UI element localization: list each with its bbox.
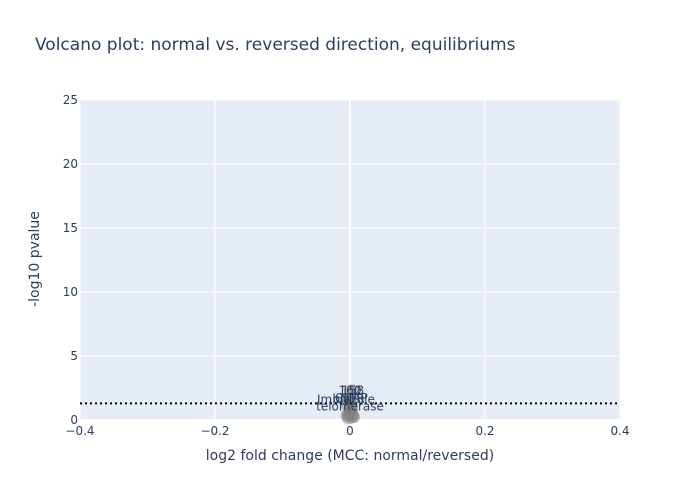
x-tick-label: −0.4 xyxy=(65,424,94,438)
data-point xyxy=(347,410,360,423)
data-point xyxy=(345,411,358,424)
y-tick-label: 20 xyxy=(63,157,78,171)
x-tick-label: −0.2 xyxy=(200,424,229,438)
x-tick-label: 0 xyxy=(346,424,354,438)
y-tick-label: 15 xyxy=(63,221,78,235)
x-axis-title: log2 fold change (MCC: normal/reversed) xyxy=(206,448,494,464)
data-point xyxy=(346,408,359,421)
data-point xyxy=(340,410,353,423)
point-label: bNTR xyxy=(333,392,365,406)
y-tick-label: 0 xyxy=(70,413,78,427)
data-point xyxy=(342,409,355,422)
data-point xyxy=(346,384,359,397)
y-tick-label: 5 xyxy=(70,349,78,363)
y-axis-title: -log10 pvalue xyxy=(27,211,43,307)
data-point xyxy=(348,411,361,424)
data-point xyxy=(341,412,354,425)
x-tick-label: 0.4 xyxy=(610,424,629,438)
data-points xyxy=(339,384,361,425)
y-tick-label: 10 xyxy=(63,285,78,299)
data-point xyxy=(346,399,359,412)
data-point xyxy=(343,403,356,416)
point-label: 158 xyxy=(341,384,364,398)
data-point xyxy=(339,393,352,406)
data-point xyxy=(346,404,359,417)
data-point xyxy=(345,392,358,405)
x-tick-labels: −0.4 −0.2 0 0.2 0.4 xyxy=(65,424,629,438)
grid-lines xyxy=(79,99,621,421)
y-tick-labels: 0 5 10 15 20 25 xyxy=(63,93,78,427)
point-label: 160 xyxy=(339,384,362,398)
y-tick-label: 25 xyxy=(63,93,78,107)
x-tick-label: 0.2 xyxy=(475,424,494,438)
point-label: Imidazole xyxy=(317,393,375,407)
data-point xyxy=(340,398,353,411)
data-point xyxy=(345,401,358,414)
data-point xyxy=(344,406,357,419)
point-label: telomerase xyxy=(316,400,384,414)
chart-title: Volcano plot: normal vs. reversed direct… xyxy=(35,35,516,55)
point-label: CHAP xyxy=(335,391,368,405)
data-point xyxy=(342,392,355,405)
data-point xyxy=(344,384,356,397)
data-point xyxy=(341,407,354,420)
